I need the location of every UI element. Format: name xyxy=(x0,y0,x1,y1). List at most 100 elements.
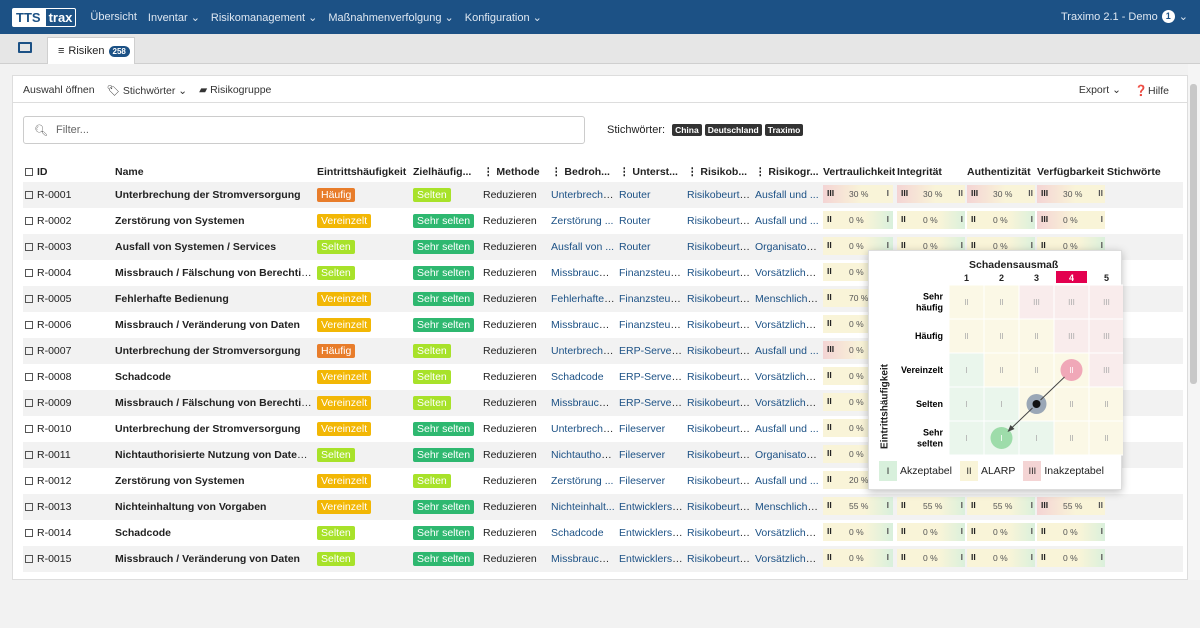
risk-group-link[interactable]: Vorsätzliche... xyxy=(755,397,821,409)
protection-goal-i[interactable]: III 30 % II xyxy=(897,184,965,203)
table-row[interactable]: R-0003 Ausfall von Systemen / Services Sel… xyxy=(23,234,1183,260)
asset-link[interactable]: Finanzsteue... xyxy=(619,293,685,305)
keyword-tag[interactable]: China xyxy=(672,124,702,136)
nav-item-0[interactable]: Übersicht xyxy=(90,10,137,23)
assessment-link[interactable]: Risikobeurte... xyxy=(687,423,753,435)
threat-link[interactable]: Nichteinhalt... xyxy=(551,501,615,513)
protection-goal-i[interactable]: II 55 % I xyxy=(897,496,965,515)
risk-group-link[interactable]: Ausfall und ... xyxy=(755,345,819,357)
asset-link[interactable]: Router xyxy=(619,189,651,201)
risk-group-link[interactable]: Ausfall und ... xyxy=(755,215,819,227)
assessment-link[interactable]: Risikobeurte... xyxy=(687,267,753,279)
threat-link[interactable]: Missbrauch ... xyxy=(551,319,617,331)
column-header[interactable]: Eintrittshäufigkeit xyxy=(315,162,411,182)
row-checkbox[interactable] xyxy=(25,269,33,277)
table-row[interactable]: R-0013 Nichteinhaltung von Vorgaben Verein… xyxy=(23,494,1183,520)
row-checkbox[interactable] xyxy=(25,529,33,537)
keyword-tag[interactable]: Traximo xyxy=(764,124,804,136)
protection-goal-i[interactable]: II 0 % I xyxy=(897,548,965,567)
asset-link[interactable]: Fileserver xyxy=(619,449,666,461)
row-checkbox[interactable] xyxy=(25,477,33,485)
asset-link[interactable]: Entwicklerse... xyxy=(619,553,685,565)
risk-group-link[interactable]: Vorsätzliche... xyxy=(755,527,821,539)
select-all-checkbox[interactable] xyxy=(25,168,33,176)
protection-goal-a[interactable]: II 55 % I xyxy=(967,496,1035,515)
keyword-tag[interactable]: Deutschland xyxy=(704,124,762,136)
column-header[interactable]: ⋮ Unterst... xyxy=(617,162,685,182)
risk-group-link[interactable]: Organisatori... xyxy=(755,241,821,253)
asset-link[interactable]: Finanzsteue... xyxy=(619,267,685,279)
protection-goal-i[interactable]: II 0 % I xyxy=(897,210,965,229)
assessment-link[interactable]: Risikobeurte... xyxy=(687,553,753,565)
nav-item-1[interactable]: Inventar ⌄ xyxy=(147,11,200,24)
threat-link[interactable]: Schadcode xyxy=(551,371,604,383)
asset-link[interactable]: ERP-Server (... xyxy=(619,345,685,357)
protection-goal-a[interactable]: II 0 % I xyxy=(967,548,1035,567)
protection-goal-a[interactable]: II 0 % I xyxy=(967,210,1035,229)
tab-risks[interactable]: ≡ Risiken 258 xyxy=(47,37,135,64)
protection-goal-v[interactable]: II 0 % I xyxy=(823,548,893,567)
app-logo[interactable]: TTS trax xyxy=(12,7,77,27)
protection-goal-f[interactable]: II 0 % I xyxy=(1037,522,1105,541)
assessment-link[interactable]: Risikobeurte... xyxy=(687,345,753,357)
column-header[interactable]: Stichwörte xyxy=(1105,162,1183,182)
column-header[interactable]: Integrität xyxy=(895,162,965,182)
row-checkbox[interactable] xyxy=(25,503,33,511)
column-menu-icon[interactable]: ⋮ xyxy=(551,166,565,178)
column-header[interactable]: Name xyxy=(113,162,315,182)
protection-goal-v[interactable]: II 0 % I xyxy=(823,210,893,229)
column-header[interactable]: ⋮ Risikogr... xyxy=(753,162,821,182)
threat-link[interactable]: Nichtauthori... xyxy=(551,449,616,461)
asset-link[interactable]: Entwicklerse... xyxy=(619,527,685,539)
threat-link[interactable]: Zerstörung ... xyxy=(551,475,614,487)
asset-link[interactable]: Router xyxy=(619,241,651,253)
protection-goal-v[interactable]: III 30 % I xyxy=(823,184,893,203)
column-menu-icon[interactable]: ⋮ xyxy=(755,166,769,178)
asset-link[interactable]: ERP-Server (... xyxy=(619,397,685,409)
threat-link[interactable]: Unterbrechu... xyxy=(551,345,617,357)
assessment-link[interactable]: Risikobeurte... xyxy=(687,215,753,227)
scroll-thumb[interactable] xyxy=(1190,84,1197,384)
risk-group-link[interactable]: Organisatori... xyxy=(755,449,821,461)
threat-link[interactable]: Zerstörung ... xyxy=(551,215,614,227)
protection-goal-f[interactable]: III 0 % I xyxy=(1037,210,1105,229)
column-header[interactable]: Vertraulichkeit xyxy=(821,162,895,182)
column-menu-icon[interactable]: ⋮ xyxy=(687,166,701,178)
row-checkbox[interactable] xyxy=(25,217,33,225)
risk-group-button[interactable]: ▰ Risikogruppe xyxy=(199,84,271,97)
help-button[interactable]: ❓Hilfe xyxy=(1135,84,1169,97)
dashboard-tab-icon[interactable] xyxy=(18,42,32,53)
row-checkbox[interactable] xyxy=(25,191,33,199)
threat-link[interactable]: Missbrauch ... xyxy=(551,553,617,565)
risk-group-link[interactable]: Ausfall und ... xyxy=(755,423,819,435)
asset-link[interactable]: Fileserver xyxy=(619,423,666,435)
column-header[interactable]: ⋮ Bedroh... xyxy=(549,162,617,182)
asset-link[interactable]: Router xyxy=(619,215,651,227)
protection-goal-f[interactable]: III 55 % II xyxy=(1037,496,1105,515)
open-selection-button[interactable]: Auswahl öffnen xyxy=(23,84,95,96)
protection-goal-i[interactable]: II 0 % I xyxy=(897,522,965,541)
nav-item-4[interactable]: Konfiguration ⌄ xyxy=(464,11,542,24)
risk-group-link[interactable]: Vorsätzliche... xyxy=(755,553,821,565)
row-checkbox[interactable] xyxy=(25,399,33,407)
assessment-link[interactable]: Risikobeurte... xyxy=(687,293,753,305)
threat-link[interactable]: Ausfall von ... xyxy=(551,241,615,253)
row-checkbox[interactable] xyxy=(25,373,33,381)
asset-link[interactable]: Entwicklerse... xyxy=(619,501,685,513)
assessment-link[interactable]: Risikobeurte... xyxy=(687,189,753,201)
column-header[interactable]: Authentizität xyxy=(965,162,1035,182)
asset-link[interactable]: Fileserver xyxy=(619,475,666,487)
asset-link[interactable]: Finanzsteue... xyxy=(619,319,685,331)
risk-group-link[interactable]: Vorsätzliche... xyxy=(755,371,821,383)
assessment-link[interactable]: Risikobeurte... xyxy=(687,319,753,331)
column-header[interactable]: Zielhäufig... xyxy=(411,162,481,182)
protection-goal-v[interactable]: II 0 % I xyxy=(823,522,893,541)
threat-link[interactable]: Missbrauch ... xyxy=(551,397,617,409)
protection-goal-a[interactable]: II 0 % I xyxy=(967,522,1035,541)
table-row[interactable]: R-0004 Missbrauch / Fälschung von Berecht… xyxy=(23,260,1183,286)
table-row[interactable]: R-0002 Zerstörung von Systemen Vereinzelt S… xyxy=(23,208,1183,234)
risk-group-link[interactable]: Vorsätzliche... xyxy=(755,267,821,279)
row-checkbox[interactable] xyxy=(25,425,33,433)
protection-goal-f[interactable]: III 30 % II xyxy=(1037,184,1105,203)
table-row[interactable]: R-0014 Schadcode Selten Sehr selten Reduzier… xyxy=(23,520,1183,546)
